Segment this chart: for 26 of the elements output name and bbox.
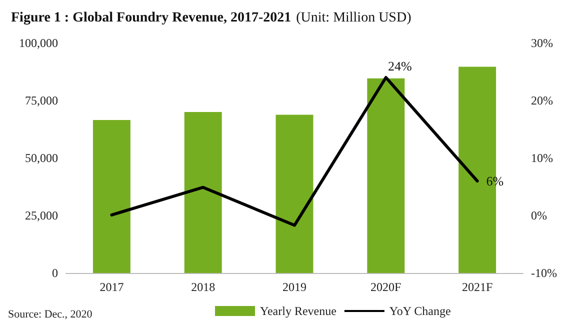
x-tick-label: 2020F <box>370 280 402 294</box>
bar <box>92 120 130 273</box>
x-tick-label: 2017 <box>100 280 124 294</box>
x-tick-label: 2018 <box>191 280 216 294</box>
y-tick-label: 50,000 <box>25 151 58 165</box>
source-note: Source: Dec., 2020 <box>8 308 93 320</box>
bar <box>367 78 405 273</box>
chart-subtitle: (Unit: Million USD) <box>296 10 412 26</box>
x-tick-label: 2021F <box>462 280 493 294</box>
y2-tick-label: 20% <box>531 94 553 108</box>
y-tick-label: 0 <box>52 266 58 280</box>
x-tick-label: 2019 <box>282 280 306 294</box>
y2-tick-label: -10% <box>531 266 557 280</box>
y-tick-label: 75,000 <box>25 94 58 108</box>
y2-tick-label: 0% <box>531 208 547 222</box>
y2-tick-label: 30% <box>531 36 553 50</box>
bar <box>276 114 314 273</box>
y2-tick-label: 10% <box>531 151 553 165</box>
y-tick-label: 25,000 <box>25 208 58 222</box>
bar <box>184 112 222 273</box>
line-series <box>110 76 479 227</box>
legend-label: YoY Change <box>389 304 451 318</box>
legend-label: Yearly Revenue <box>260 304 336 318</box>
data-label: 24% <box>388 58 412 74</box>
y-tick-label: 100,000 <box>19 36 58 50</box>
chart-title: Figure 1 : Global Foundry Revenue, 2017-2021 <box>11 10 292 26</box>
